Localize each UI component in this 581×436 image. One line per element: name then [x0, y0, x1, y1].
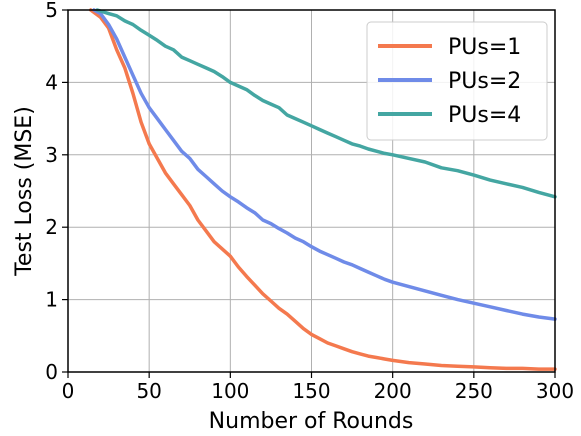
- x-tick-label: 200: [374, 379, 412, 403]
- legend-label: PUs=2: [448, 69, 521, 94]
- y-tick-label: 4: [45, 70, 58, 94]
- y-tick-label: 0: [45, 360, 58, 384]
- series-line-1: [88, 8, 557, 371]
- series-layer: [88, 8, 557, 371]
- legend-box: [366, 21, 548, 141]
- y-tick-label: 5: [45, 0, 58, 22]
- x-tick-label: 50: [136, 379, 161, 403]
- x-axis-label: Number of Rounds: [209, 409, 414, 434]
- x-tick-label: 250: [455, 379, 493, 403]
- axis-ticks: 0 50 100 150 200 250 300 0 1 2 3 4 5: [45, 0, 574, 403]
- legend: PUs=1 PUs=2 PUs=4: [366, 21, 548, 141]
- y-axis-label: Test Loss (MSE): [12, 106, 37, 277]
- x-tick-label: 0: [62, 379, 75, 403]
- legend-label: PUs=4: [448, 103, 521, 128]
- y-tick-label: 2: [45, 215, 58, 239]
- y-tick-label: 1: [45, 288, 58, 312]
- series-line-2: [92, 8, 557, 321]
- x-tick-label: 100: [211, 379, 249, 403]
- series-line-3: [95, 8, 557, 199]
- y-tick-label: 3: [45, 143, 58, 167]
- x-tick-label: 300: [536, 379, 574, 403]
- x-tick-label: 150: [292, 379, 330, 403]
- legend-label: PUs=1: [448, 35, 521, 60]
